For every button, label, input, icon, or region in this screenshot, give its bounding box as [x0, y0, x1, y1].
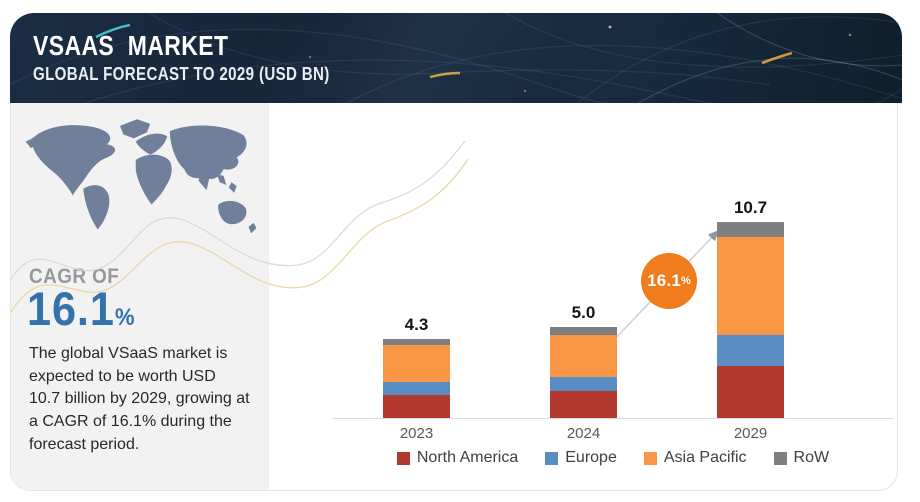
content-card: CAGR OF 16.1% The global VSaaS market is… — [10, 103, 898, 491]
cagr-number: 16.1 — [27, 282, 115, 335]
x-axis-line — [333, 418, 893, 419]
header-glow — [10, 13, 902, 103]
bar-segment-asia-pacific — [717, 236, 784, 335]
bar-segment-row — [550, 326, 617, 335]
x-axis-label: 2023 — [399, 425, 434, 442]
bar-segment-north-america — [550, 391, 617, 418]
title-block: VSAAS MARKET GLOBAL FORECAST TO 2029 (US… — [33, 30, 386, 85]
header-banner: VSAAS MARKET GLOBAL FORECAST TO 2029 (US… — [10, 13, 902, 103]
legend-swatch-icon — [545, 451, 559, 465]
x-axis-label: 2024 — [566, 425, 601, 442]
bar-segment-europe — [717, 334, 784, 366]
cagr-badge: 16.1% — [641, 253, 697, 309]
legend-swatch-icon — [773, 451, 787, 465]
x-axis-label: 2029 — [733, 425, 768, 442]
world-map-icon — [23, 111, 259, 243]
bar-segment-row — [383, 339, 450, 345]
bar-total-label: 4.3 — [404, 315, 429, 335]
legend-item-north-america: North America — [396, 449, 519, 467]
cagr-percent-sign: % — [114, 304, 135, 331]
cagr-badge-value: 16.1 — [647, 271, 682, 290]
chart-legend: North America Europe Asia Pacific RoW — [333, 449, 893, 467]
bar-segment-asia-pacific — [550, 334, 617, 377]
sidebar-panel: CAGR OF 16.1% The global VSaaS market is… — [11, 103, 269, 490]
bar-segment-row — [717, 222, 784, 237]
bar-segment-north-america — [383, 395, 450, 418]
bar-segment-asia-pacific — [383, 344, 450, 383]
bar-segment-north-america — [717, 365, 784, 418]
legend-label: Europe — [565, 449, 617, 466]
market-description: The global VSaaS market is expected to b… — [29, 345, 250, 453]
legend-label: North America — [416, 449, 519, 466]
page-subtitle: GLOBAL FORECAST TO 2029 (USD BN) — [33, 64, 330, 85]
legend-item-row: RoW — [773, 449, 830, 467]
bar-segment-europe — [383, 382, 450, 396]
bar-total-label: 5.0 — [571, 302, 596, 322]
cagr-badge-unit: % — [681, 275, 691, 287]
bar-segment-europe — [550, 376, 617, 392]
legend-item-asia-pacific: Asia Pacific — [643, 449, 747, 467]
page-title: VSAAS MARKET — [33, 30, 229, 61]
bar-total-label: 10.7 — [733, 198, 768, 218]
legend-swatch-icon — [396, 451, 410, 465]
legend-item-europe: Europe — [545, 449, 617, 467]
legend-swatch-icon — [643, 451, 657, 465]
legend-label: Asia Pacific — [663, 449, 747, 466]
network-pattern-icon — [10, 13, 902, 103]
legend-label: RoW — [793, 449, 830, 466]
cagr-value: 16.1% — [27, 281, 134, 336]
